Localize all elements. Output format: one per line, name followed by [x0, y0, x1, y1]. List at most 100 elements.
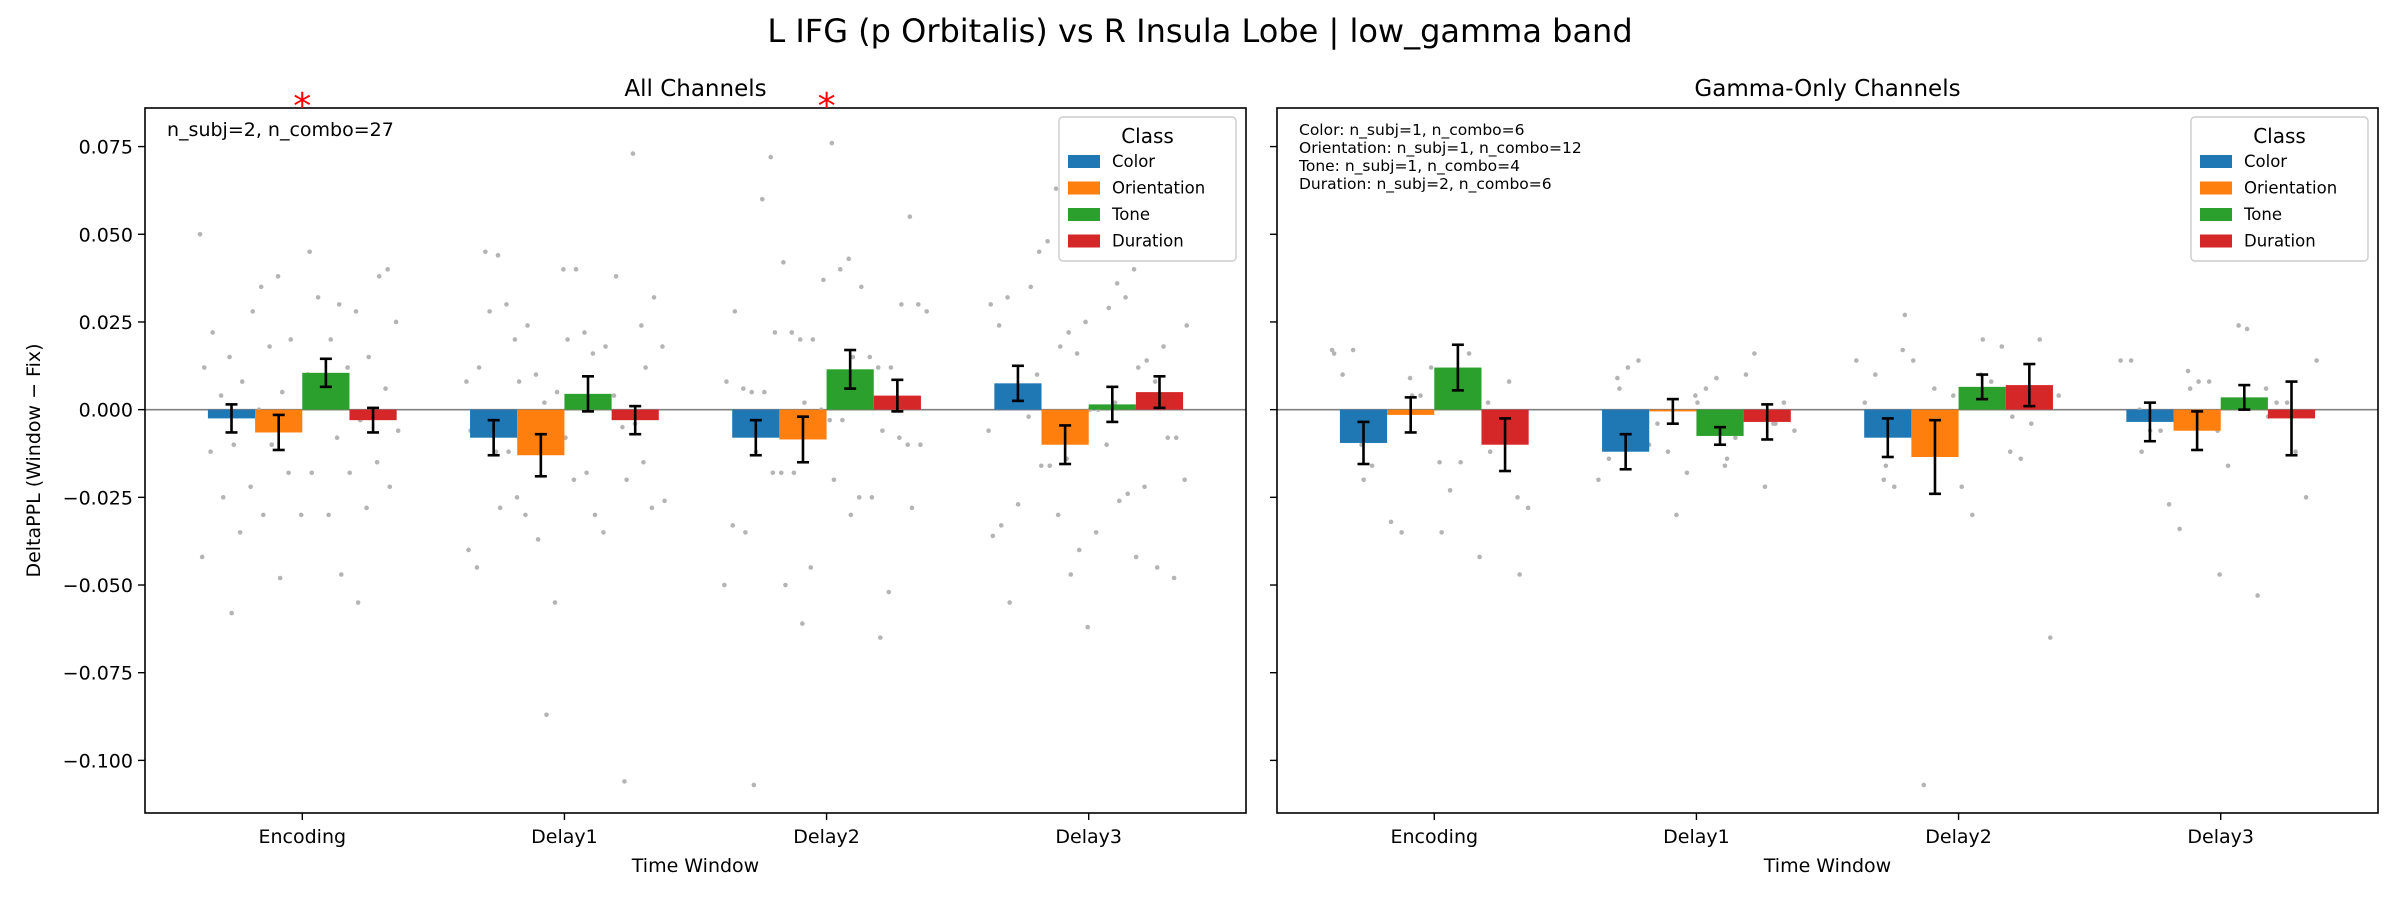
data-point [1900, 347, 1906, 353]
data-point [2217, 572, 2222, 577]
data-point [1921, 782, 1927, 788]
legend-label-tone: Tone [2243, 205, 2282, 224]
data-point [1028, 284, 1034, 290]
data-point [584, 470, 589, 476]
data-point [1154, 565, 1160, 570]
data-point [743, 530, 748, 535]
data-point [1340, 372, 1345, 377]
data-point [730, 523, 736, 528]
x-tick-label-delay2: Delay2 [1925, 826, 1992, 848]
data-point [565, 337, 570, 342]
data-point [1883, 463, 1889, 469]
data-point [924, 309, 929, 314]
data-point [1182, 477, 1187, 483]
data-point [791, 470, 797, 476]
data-point [1693, 393, 1698, 398]
data-point [1123, 295, 1128, 300]
data-point [1485, 400, 1491, 405]
data-point [571, 477, 577, 483]
legend-label-color: Color [1112, 152, 1155, 171]
data-point [393, 319, 399, 325]
data-point [1131, 267, 1137, 272]
data-point [1076, 547, 1082, 553]
y-tick-label: 0.050 [79, 224, 133, 246]
data-point [2263, 386, 2269, 391]
data-point [2303, 495, 2309, 500]
data-point [1106, 305, 1112, 311]
data-point [542, 400, 547, 405]
data-point [837, 267, 843, 272]
data-point [1902, 312, 1908, 318]
data-point [1910, 358, 1916, 363]
data-point [1525, 505, 1531, 511]
data-point [1724, 456, 1730, 462]
data-point [620, 424, 625, 430]
data-point [1615, 375, 1620, 381]
data-point [2284, 400, 2290, 405]
data-point [859, 284, 864, 290]
data-point [1636, 358, 1641, 363]
panel-all-channels: −0.100 −0.075 −0.050 −0.025 0.000 0.025 0.050 0… [23, 76, 1247, 877]
data-point [2166, 502, 2172, 507]
data-point [561, 267, 566, 272]
data-point [374, 459, 380, 465]
legend-label-duration: Duration [1112, 232, 1184, 251]
data-point [1665, 449, 1671, 455]
data-point [239, 379, 245, 384]
data-point [1792, 428, 1797, 433]
data-point [759, 196, 765, 202]
data-point [1517, 572, 1522, 577]
data-point [1171, 575, 1177, 581]
data-point [1684, 470, 1690, 476]
data-point [1617, 386, 1622, 391]
data-point [915, 302, 921, 307]
data-point [2158, 428, 2163, 433]
data-point [624, 477, 629, 483]
data-point [1625, 365, 1631, 370]
x-tick-label-delay3: Delay3 [2187, 826, 2254, 848]
data-point [781, 260, 786, 265]
data-point [660, 344, 665, 349]
data-point [1733, 435, 1738, 441]
data-point [622, 779, 627, 784]
legend-title: Class [2253, 124, 2306, 148]
x-tick-label-delay1: Delay1 [531, 826, 598, 848]
data-point [197, 231, 203, 237]
significance-marker: * [818, 86, 836, 127]
annotation-line: Color: n_subj=1, n_combo=6 [1299, 121, 1525, 140]
data-point [880, 428, 885, 433]
panel-gamma-only-channels: Encoding Delay1 Delay2 Delay3 Gamma-Only Cha… [1270, 76, 2379, 877]
data-point [1428, 365, 1434, 370]
data-point [227, 354, 232, 360]
data-point [229, 610, 234, 616]
data-point [506, 449, 511, 455]
data-point [535, 537, 541, 542]
data-point [1703, 386, 1709, 391]
data-point [466, 547, 471, 553]
data-point [315, 295, 321, 300]
data-point [907, 214, 913, 220]
data-point [495, 253, 501, 258]
data-point [2236, 323, 2241, 328]
y-tick-label: −0.050 [63, 575, 133, 597]
data-point [896, 435, 902, 441]
data-point [1722, 463, 1728, 469]
x-axis-label: Time Window [631, 855, 759, 877]
data-point [267, 344, 272, 349]
data-point [988, 302, 993, 307]
y-tick-label: −0.075 [63, 663, 133, 685]
data-point [2177, 526, 2182, 532]
data-point [2196, 379, 2201, 384]
data-point [1005, 295, 1010, 300]
data-point [641, 459, 646, 465]
data-point [279, 389, 285, 395]
legend-label-color: Color [2244, 152, 2287, 171]
data-point [630, 151, 636, 156]
data-point [1674, 512, 1679, 518]
data-point [1988, 379, 1994, 384]
data-point [210, 330, 215, 335]
data-point [1331, 351, 1337, 356]
data-point [651, 295, 657, 300]
data-point [1418, 393, 1423, 398]
